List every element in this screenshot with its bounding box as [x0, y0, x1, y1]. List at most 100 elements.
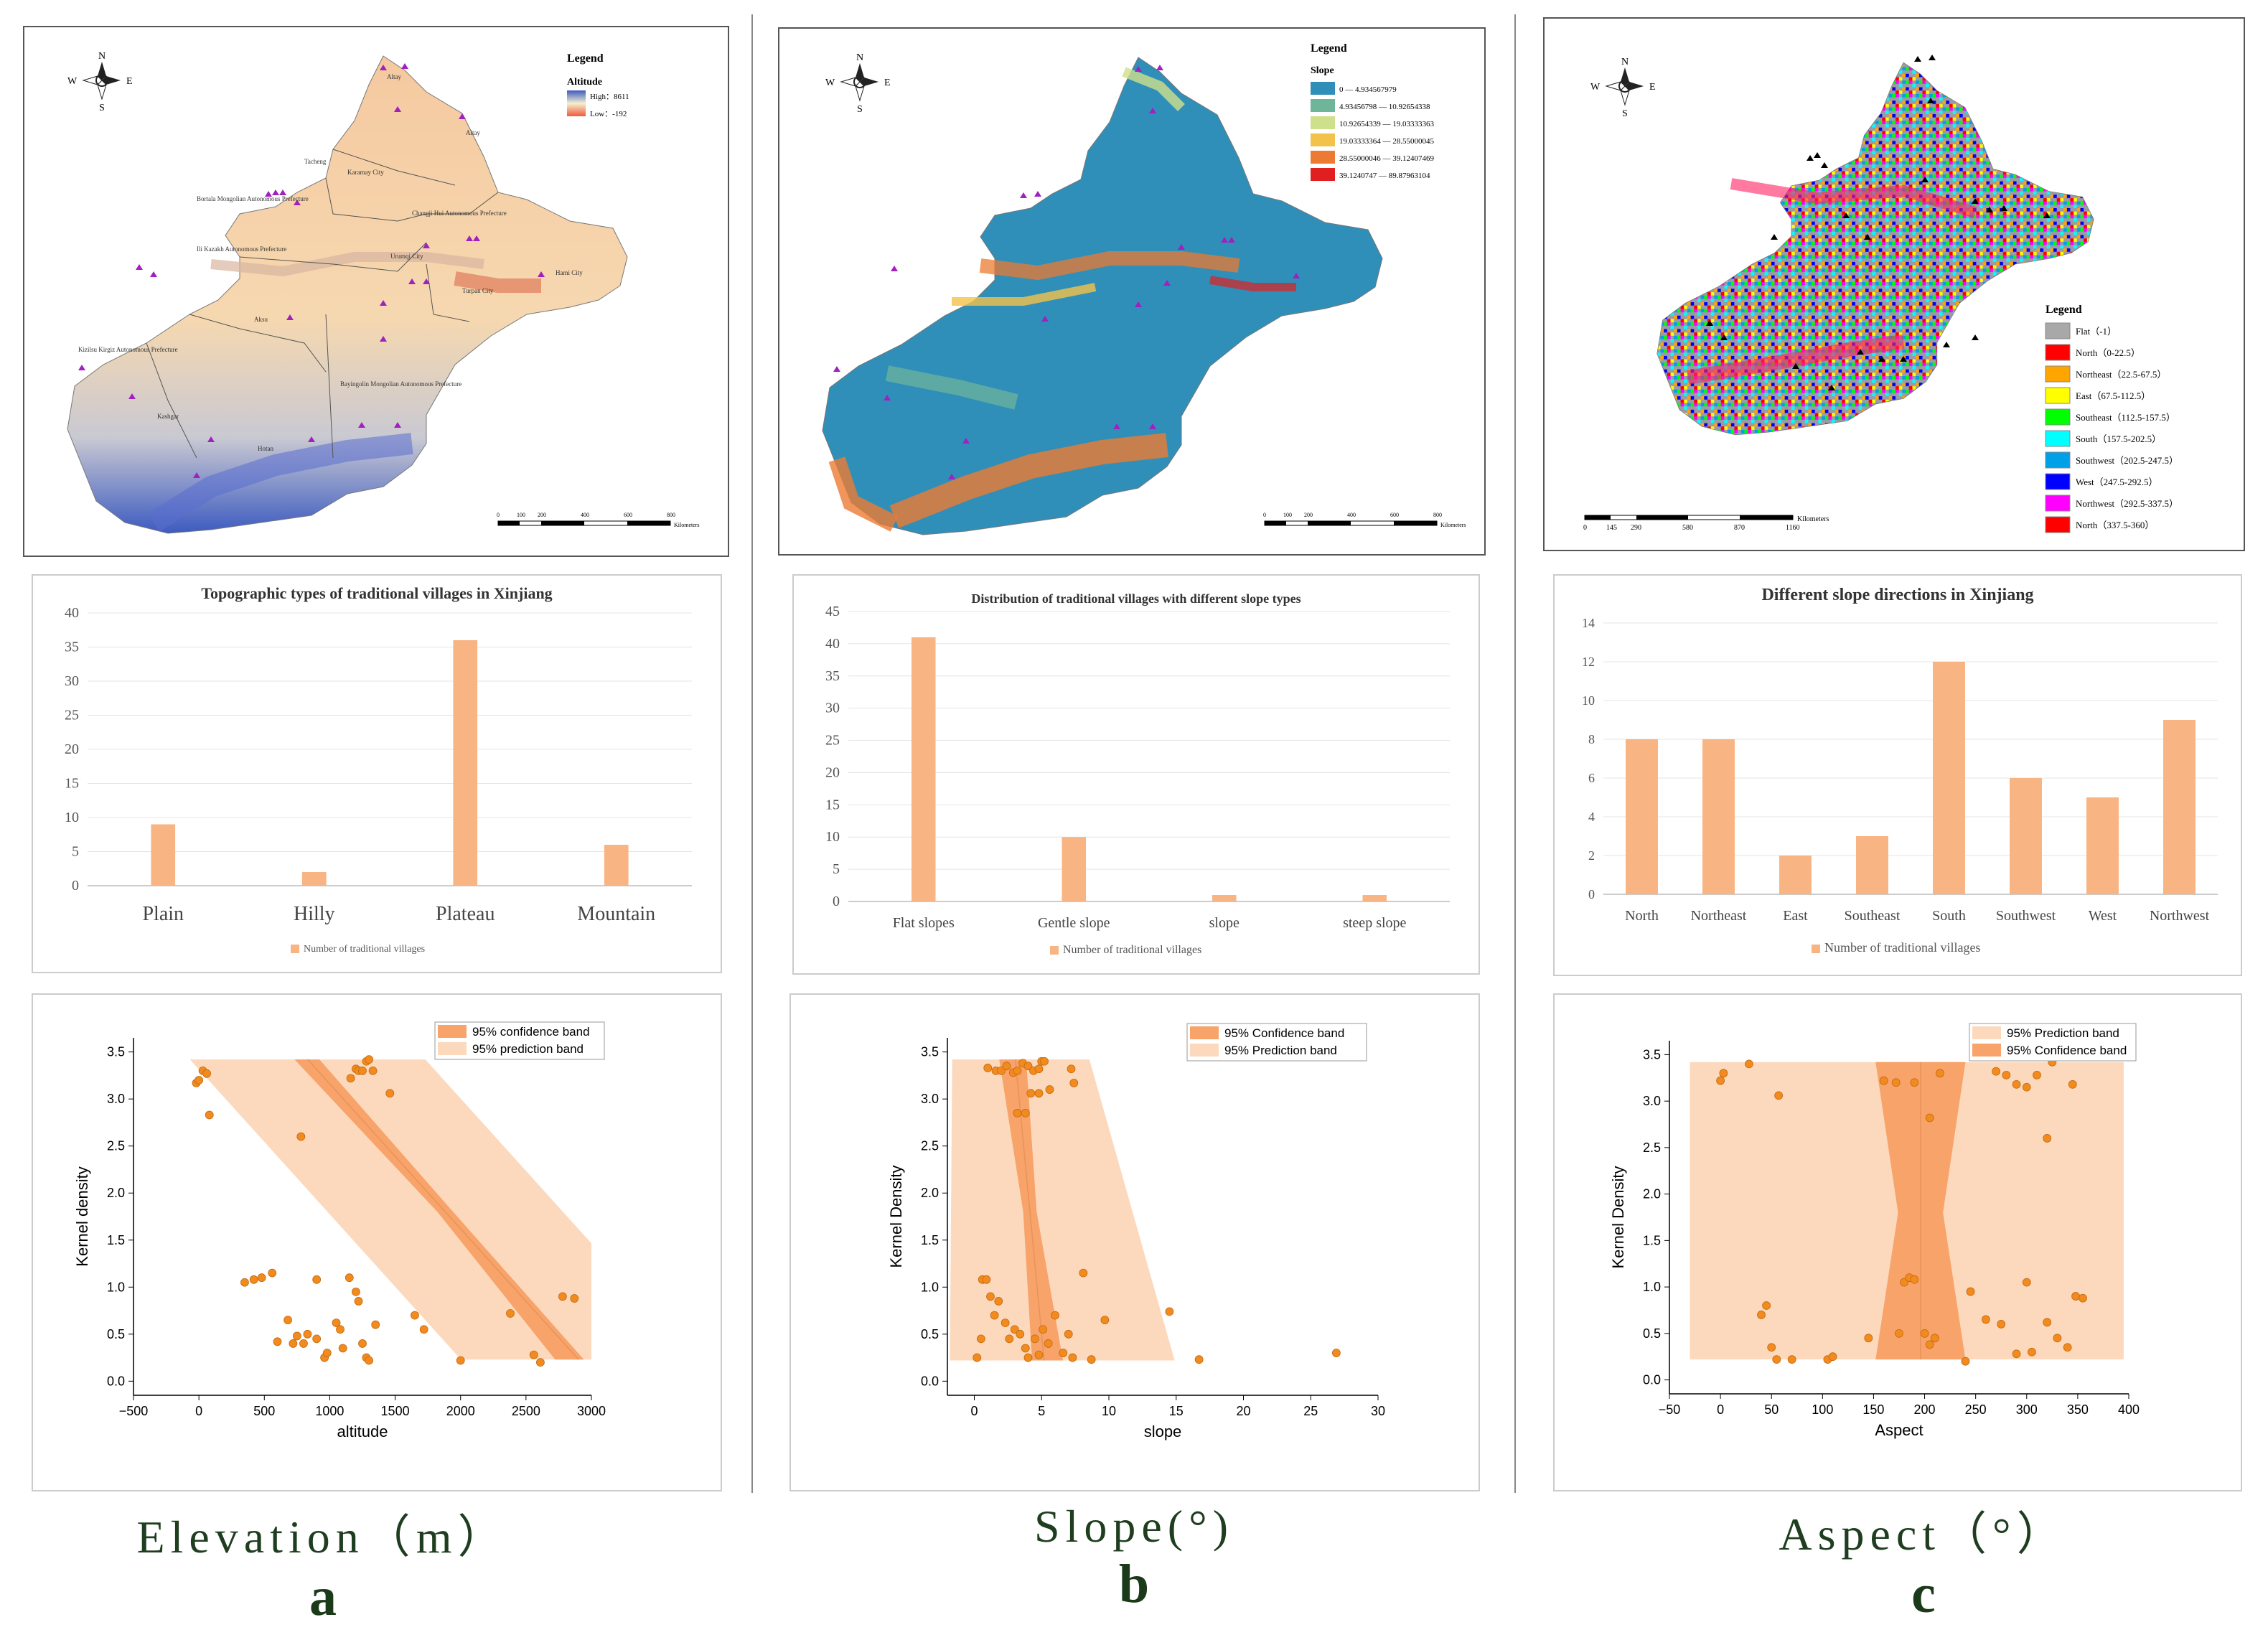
svg-text:Legend: Legend: [2046, 304, 2082, 316]
y-tick-label: 12: [1582, 655, 1595, 669]
data-point: [2022, 1278, 2031, 1287]
y-tick-label: 4: [1588, 810, 1595, 824]
data-point: [195, 1076, 204, 1084]
bar: [604, 845, 629, 886]
y-tick-label: 35: [65, 640, 79, 655]
legend-label: Number of traditional villages: [1063, 944, 1201, 956]
scale-bar: 0 100 200 400 600 800 Kilometers: [497, 512, 700, 528]
bar: [1779, 856, 1812, 894]
y-tick-label: 20: [825, 764, 840, 780]
prediction-band: [950, 1059, 1175, 1361]
data-point: [1069, 1079, 1079, 1087]
x-tick-label: 5: [1038, 1404, 1045, 1418]
aspect-legend-swatch: [2045, 365, 2071, 383]
y-tick-label: 10: [825, 829, 840, 845]
svg-text:Bayingolin Mongolian Autonomou: Bayingolin Mongolian Autonomous Prefectu…: [340, 380, 461, 388]
slope-legend-swatch: [1311, 168, 1335, 181]
scale-bar: 0 145 290 580 870 1160 Kilometers: [1583, 515, 1829, 532]
x-tick-label: 2000: [446, 1404, 475, 1418]
caption-c-title: Aspect（°）: [1779, 1509, 2068, 1560]
scatter-panel-elevation: −500 0 500 1000 1500 2000 2500 3000 0.0 0.5 1.0 1.5…: [32, 993, 722, 1491]
data-point: [1895, 1329, 1903, 1338]
x-axis-label: altitude: [337, 1423, 388, 1440]
x-tick-label: −50: [1659, 1402, 1681, 1417]
svg-text:E: E: [884, 78, 891, 88]
data-point: [336, 1325, 345, 1334]
svg-text:Aksu: Aksu: [254, 316, 268, 323]
legend-swatch: [1812, 945, 1820, 953]
data-point: [976, 1334, 985, 1344]
x-tick-label: −500: [119, 1404, 149, 1418]
data-point: [1745, 1059, 1753, 1069]
y-tick-label: 0: [1588, 887, 1595, 901]
data-point: [1757, 1311, 1766, 1319]
slope-legend-label: 39.1240747 — 89.87963104: [1339, 172, 1430, 180]
caption-a: Elevation（m） a: [108, 1500, 538, 1629]
y-tick-label: 10: [1582, 693, 1595, 708]
svg-text:400: 400: [1347, 512, 1356, 518]
aspect-legend-swatch: [2045, 451, 2071, 469]
data-point: [982, 1275, 991, 1284]
svg-text:200: 200: [538, 512, 546, 518]
divider-right: [1514, 14, 1516, 1493]
bar: [1933, 662, 1965, 894]
svg-text:E: E: [1649, 82, 1656, 93]
aspect-legend-label: South（157.5-202.5）: [2076, 434, 2161, 444]
data-point: [2027, 1347, 2036, 1357]
data-point: [2012, 1349, 2021, 1359]
data-point: [312, 1334, 322, 1344]
data-point: [1966, 1287, 1975, 1296]
data-point: [365, 1356, 374, 1365]
data-point: [1920, 1329, 1929, 1338]
slope-legend-label: 19.03333364 — 28.55000045: [1339, 137, 1435, 146]
svg-text:Altitude: Altitude: [567, 77, 602, 88]
aspect-legend-label: Southwest（202.5-247.5）: [2076, 455, 2178, 466]
data-point: [1925, 1340, 1934, 1349]
data-point: [1774, 1091, 1784, 1100]
x-tick-label: 1000: [315, 1404, 344, 1418]
svg-text:1160: 1160: [1786, 524, 1800, 532]
data-point: [202, 1069, 211, 1078]
y-tick-label: 2: [1588, 848, 1595, 863]
data-point: [1879, 1076, 1888, 1085]
svg-text:Hotan: Hotan: [258, 445, 273, 452]
data-point: [1067, 1064, 1076, 1074]
legend-swatch: [291, 945, 299, 953]
data-point: [1045, 1085, 1054, 1094]
category-label: Southwest: [1996, 908, 2056, 924]
svg-text:N: N: [1621, 57, 1629, 67]
legend-swatch: [1972, 1026, 2001, 1039]
category-label: Gentle slope: [1038, 915, 1110, 931]
slope-legend-label: 10.92654339 — 19.03333363: [1339, 120, 1435, 128]
data-point: [570, 1294, 579, 1303]
data-point: [249, 1275, 258, 1284]
y-tick-label: 0.0: [1643, 1373, 1661, 1387]
svg-text:N: N: [98, 51, 106, 62]
y-tick-label: 35: [825, 668, 840, 684]
x-tick-label: 0: [970, 1404, 978, 1418]
divider-left: [751, 14, 753, 1493]
y-axis-label: Kernel Density: [887, 1165, 905, 1268]
y-tick-label: 6: [1588, 771, 1595, 785]
y-tick-label: 2.5: [107, 1139, 125, 1153]
data-point: [1165, 1307, 1174, 1316]
y-tick-label: 15: [825, 797, 840, 812]
x-tick-label: 0: [195, 1404, 202, 1418]
svg-text:Kilometers: Kilometers: [1440, 522, 1466, 528]
chart-title: Distribution of traditional villages wit…: [971, 591, 1301, 606]
data-point: [1068, 1353, 1077, 1362]
x-tick-label: 400: [2118, 1402, 2140, 1417]
data-point: [296, 1132, 306, 1141]
bar: [1362, 895, 1387, 901]
slope-legend: Legend Slope 0 — 4.934567979 4.93456798 —…: [1311, 42, 1435, 181]
data-point: [1772, 1355, 1781, 1364]
data-point: [1925, 1113, 1934, 1123]
data-point: [1910, 1275, 1919, 1284]
svg-text:Legend: Legend: [567, 52, 604, 65]
data-point: [983, 1064, 993, 1072]
bar: [2010, 778, 2042, 894]
aspect-legend-swatch: [2045, 473, 2071, 490]
data-point: [1087, 1355, 1096, 1364]
svg-text:0: 0: [1263, 512, 1266, 518]
bar: [911, 637, 936, 901]
